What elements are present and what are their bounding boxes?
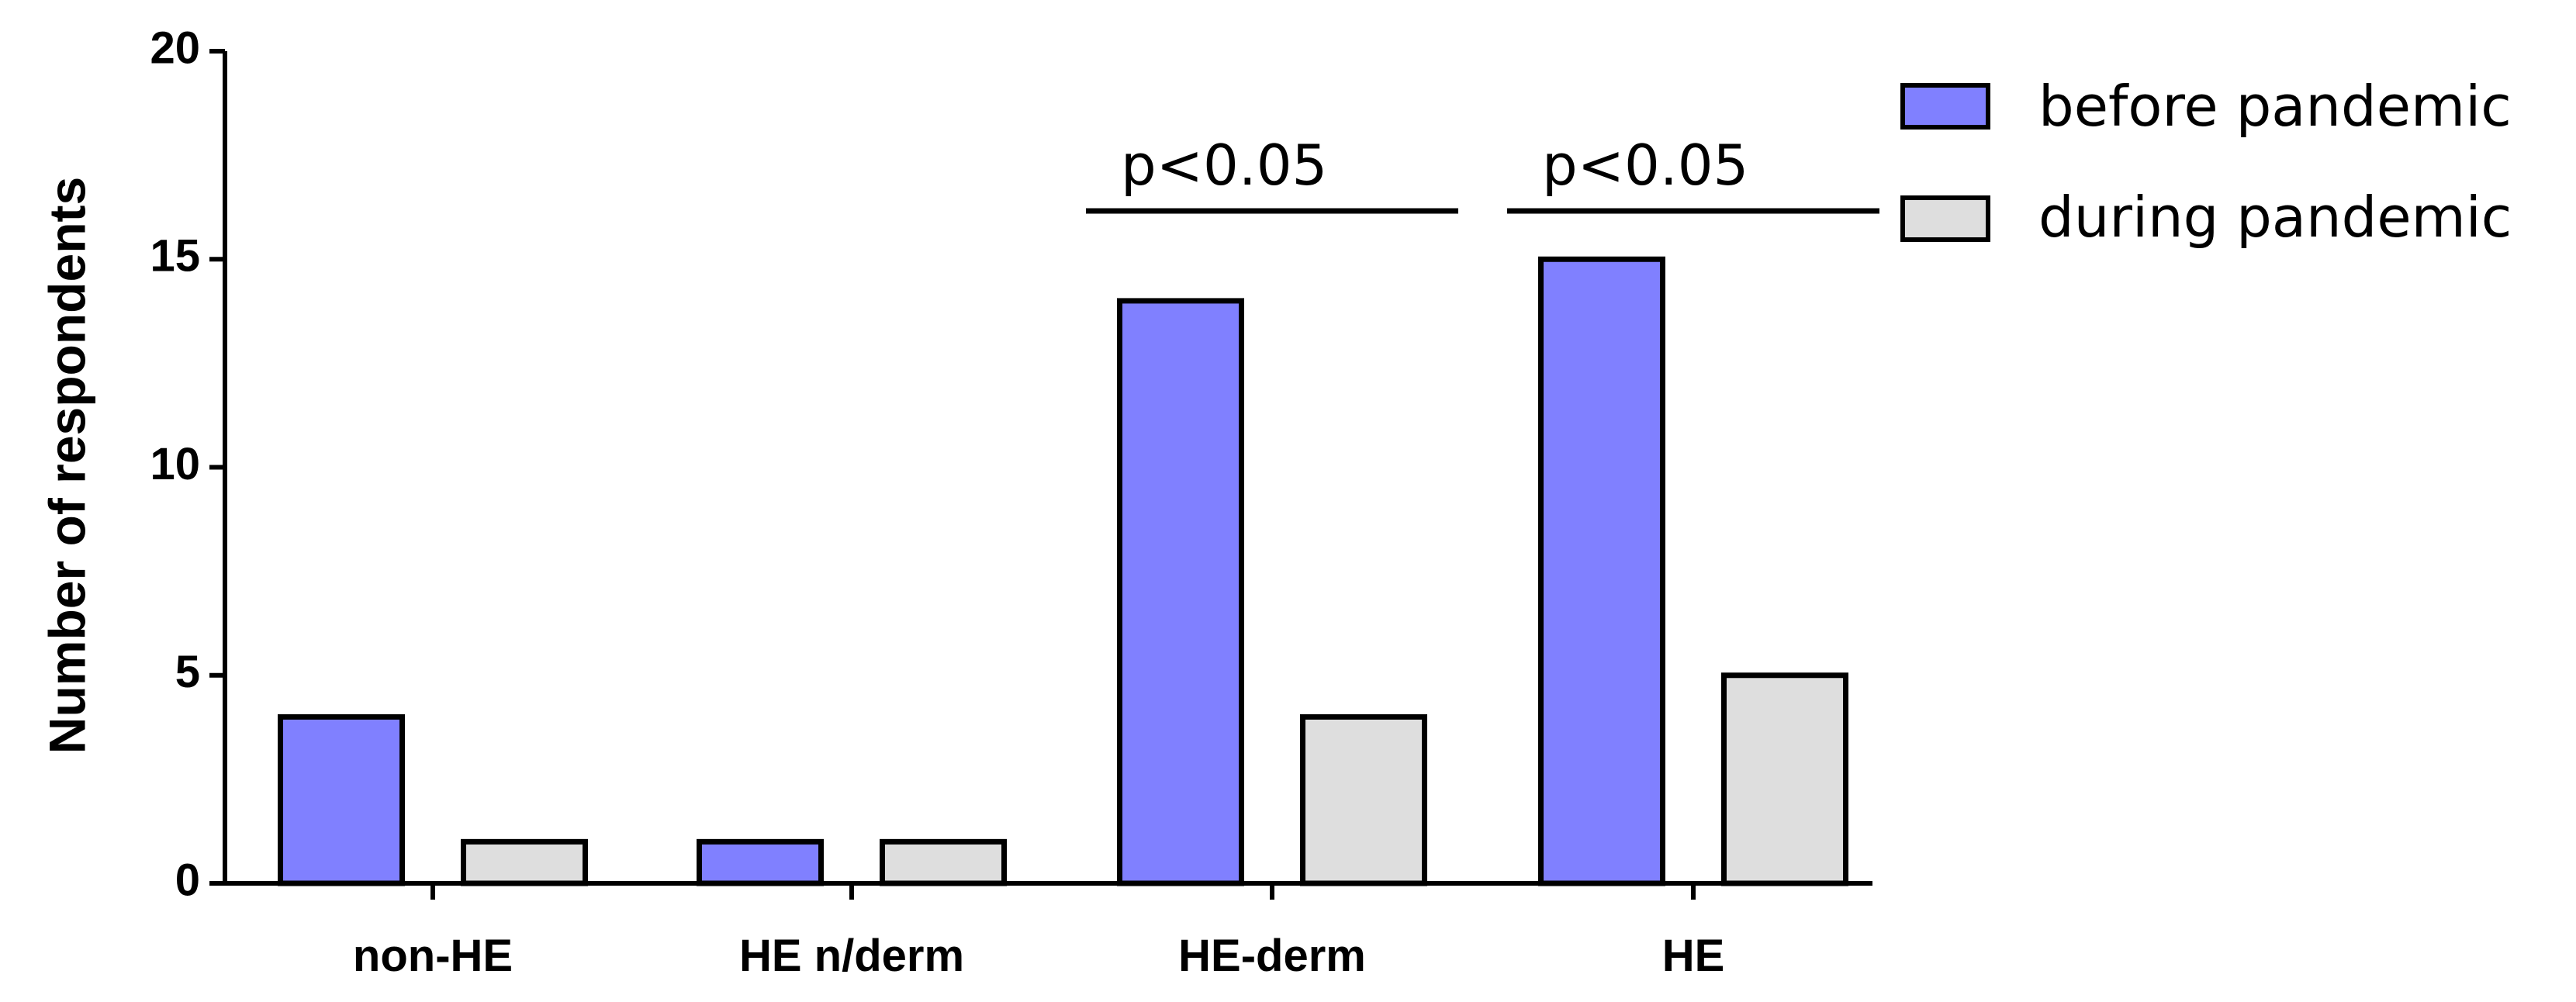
y-tick-label: 15 bbox=[150, 231, 200, 282]
x-tick-label-he-derm: HE-derm bbox=[1178, 931, 1366, 981]
bar-during-pandemic-non-he bbox=[461, 838, 588, 886]
legend-label-before-pandemic: before pandemic bbox=[2038, 74, 2512, 139]
y-tick-label: 0 bbox=[175, 855, 200, 905]
legend: before pandemic during pandemic bbox=[1900, 74, 2512, 250]
significance-annotations: p<0.05 p<0.05 bbox=[1086, 133, 1879, 214]
x-tick-label-he-n-derm: HE n/derm bbox=[739, 931, 964, 981]
bar-during-pandemic-he-derm bbox=[1300, 713, 1427, 886]
bars bbox=[278, 256, 1848, 886]
significance-label: p<0.05 bbox=[1542, 133, 1748, 198]
x-ticks: non-HE HE n/derm HE-derm HE bbox=[353, 883, 1724, 981]
bar-before-pandemic-he-n-derm bbox=[697, 838, 824, 886]
y-tick-label: 20 bbox=[150, 22, 200, 73]
x-tick-label-non-he: non-HE bbox=[353, 931, 513, 981]
bar-during-pandemic-he bbox=[1721, 672, 1848, 886]
bar-before-pandemic-non-he bbox=[278, 713, 405, 886]
bar-during-pandemic-he-n-derm bbox=[880, 838, 1007, 886]
significance-label: p<0.05 bbox=[1121, 133, 1327, 198]
bar-before-pandemic-he bbox=[1538, 256, 1665, 886]
y-tick-label: 10 bbox=[150, 439, 200, 489]
y-tick-label: 5 bbox=[175, 647, 200, 697]
legend-label-during-pandemic: during pandemic bbox=[2038, 185, 2512, 250]
legend-swatch-during-pandemic bbox=[1900, 195, 1990, 242]
x-tick-label-he: HE bbox=[1662, 931, 1725, 981]
legend-swatch-before-pandemic bbox=[1900, 83, 1990, 130]
y-axis-title: Number of respondents bbox=[38, 177, 95, 754]
y-ticks: 0 5 10 15 20 bbox=[150, 22, 225, 905]
bar-before-pandemic-he-derm bbox=[1117, 298, 1244, 886]
